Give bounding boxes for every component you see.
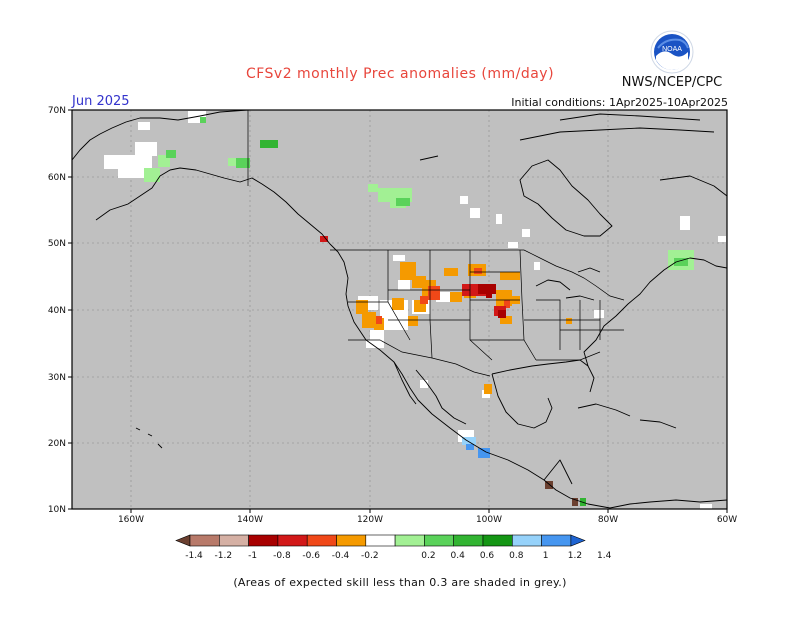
colorbar-label: 1.4	[597, 551, 612, 561]
colorbar-label: -0.4	[332, 551, 350, 561]
lon-label-160w: 160W	[118, 515, 144, 525]
forecast-month: Jun 2025	[72, 94, 130, 109]
logo-text: NOAA	[662, 46, 682, 53]
lon-label-100w: 100W	[476, 515, 502, 525]
colorbar: -1.4 -1.2 -1 -0.8 -0.6 -0.4 -0.2 0.2 0.4 0.6 0.8 1 1…	[175, 534, 612, 561]
initial-conditions: Initial conditions: 1Apr2025-10Apr2025	[511, 96, 728, 109]
borders	[247, 110, 625, 377]
lat-label-10n: 10N	[48, 505, 66, 515]
colorbar-swatch	[219, 534, 249, 547]
tick-marks	[68, 109, 728, 513]
lat-label-60n: 60N	[48, 173, 66, 183]
lon-label-80w: 80W	[598, 515, 618, 525]
colorbar-label: 0.2	[421, 551, 435, 561]
lon-label-120w: 120W	[357, 515, 383, 525]
lat-label-30n: 30N	[48, 373, 66, 383]
lat-label-20n: 20N	[48, 439, 66, 449]
colorbar-swatch	[336, 534, 367, 547]
colorbar-swatch	[277, 534, 308, 547]
lat-label-40n: 40N	[48, 306, 66, 316]
colorbar-label: -1	[248, 551, 257, 561]
colorbar-swatch	[394, 534, 425, 547]
blue-cells	[466, 444, 490, 458]
colorbar-swatch	[189, 534, 220, 547]
colorbar-swatch	[248, 534, 279, 547]
skill-footnote: (Areas of expected skill less than 0.3 a…	[233, 576, 567, 589]
colorbar-label: 0.6	[480, 551, 495, 561]
lat-label-50n: 50N	[48, 239, 66, 249]
colorbar-arrow-low	[175, 534, 191, 547]
chart-title: CFSv2 monthly Prec anomalies (mm/day)	[245, 66, 555, 82]
coastlines	[72, 110, 727, 509]
colorbar-swatch	[453, 534, 484, 547]
dark-red-cells	[478, 284, 506, 318]
colorbar-label: -0.2	[361, 551, 379, 561]
colorbar-label: -1.2	[215, 551, 233, 561]
colorbar-swatch	[306, 534, 337, 547]
colorbar-swatch	[424, 534, 454, 547]
medium-green-cells	[166, 117, 688, 266]
colorbar-swatch	[511, 534, 542, 547]
colorbar-label: 0.8	[509, 551, 524, 561]
colorbar-label: -1.4	[185, 551, 203, 561]
colorbar-swatch	[365, 534, 396, 547]
colorbar-label: 0.4	[451, 551, 466, 561]
colorbar-label: 1	[543, 551, 549, 561]
brown-cells	[545, 481, 578, 506]
colorbar-arrow-high	[570, 534, 586, 547]
map-content	[72, 110, 727, 509]
lat-label-70n: 70N	[48, 106, 66, 116]
agency-label: NWS/NCEP/CPC	[621, 75, 723, 90]
light-blue-cells	[462, 437, 476, 445]
colorbar-label: -0.8	[273, 551, 291, 561]
lon-label-140w: 140W	[237, 515, 263, 525]
colorbar-label: 1.2	[568, 551, 582, 561]
colorbar-swatch	[482, 534, 513, 547]
noaa-logo: NOAA	[650, 30, 694, 74]
lon-label-60w: 60W	[717, 515, 737, 525]
colorbar-label: -0.6	[302, 551, 320, 561]
colorbar-swatch	[541, 534, 572, 547]
red-orange-cells	[376, 268, 510, 324]
